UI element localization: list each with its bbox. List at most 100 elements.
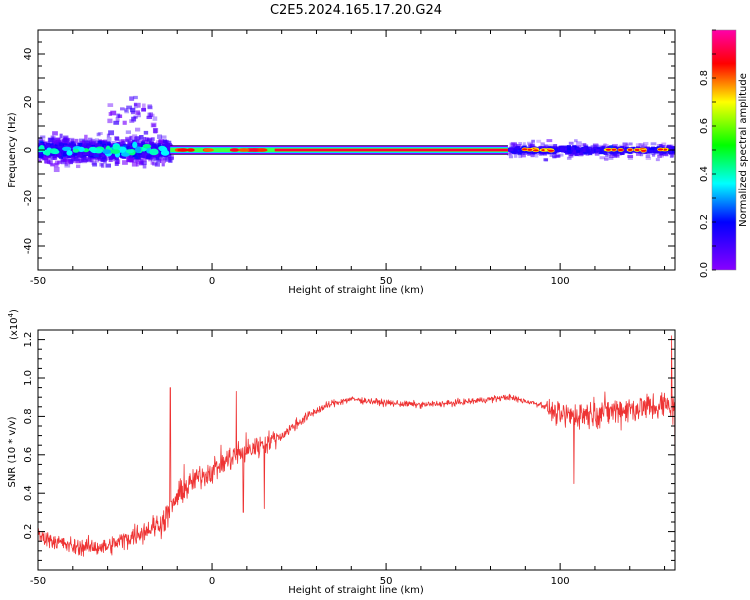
heatmap-cell <box>133 95 138 100</box>
heatmap-cell <box>151 143 156 148</box>
y-tick-label: -20 <box>23 190 34 206</box>
heatmap-cell <box>167 145 172 149</box>
heatmap-cell <box>572 150 577 154</box>
snr-y-label: SNR (10 * v/v) <box>7 416 18 487</box>
heatmap-cell <box>79 138 85 142</box>
heatmap-cell <box>604 157 609 161</box>
heatmap-cell <box>90 138 96 143</box>
heatmap-cell <box>150 141 155 146</box>
snr-multiplier-exp: 4 <box>7 312 15 317</box>
heatmap-cell <box>619 146 624 150</box>
heatmap-cell <box>569 153 576 157</box>
heatmap-cell <box>560 145 565 149</box>
heatmap-cell <box>86 158 92 163</box>
heatmap-cell <box>627 156 633 160</box>
tone-band-spot <box>229 148 240 152</box>
heatmap-cell <box>126 146 131 150</box>
heatmap-cell <box>57 160 62 164</box>
heatmap-cell <box>78 152 83 156</box>
heatmap-cell <box>631 146 636 150</box>
heatmap-blob <box>522 148 528 151</box>
heatmap-cell <box>594 152 600 156</box>
heatmap-cell <box>553 144 558 148</box>
heatmap-cell <box>112 155 117 159</box>
heatmap-cell <box>668 151 673 155</box>
colorbar-ticks: 0.0 0.2 0.4 0.6 0.8 <box>699 29 716 278</box>
heatmap-cell <box>543 158 549 162</box>
heatmap-cell <box>651 153 656 157</box>
heatmap-cell <box>606 151 612 155</box>
heatmap-x-label: Height of straight line (km) <box>288 285 424 296</box>
heatmap-blob <box>44 150 51 156</box>
heatmap-panel: -50 0 50 100 -40 -20 0 20 40 Height of straight … <box>7 29 676 296</box>
heatmap-cell <box>53 146 58 150</box>
heatmap-cell <box>672 150 675 154</box>
heatmap-cell <box>133 103 138 109</box>
heatmap-cell <box>68 137 75 142</box>
heatmap-blob <box>51 149 60 155</box>
colorbar-tick-label: 0.0 <box>699 262 710 278</box>
heatmap-cell <box>142 103 146 108</box>
heatmap-cell <box>116 113 121 118</box>
heatmap-blob <box>77 146 85 153</box>
heatmap-cell <box>53 167 60 173</box>
heatmap-cell <box>131 147 136 152</box>
heatmap-cell <box>96 132 101 137</box>
snr-series-line <box>38 335 675 557</box>
heatmap-cell <box>91 160 97 165</box>
heatmap-cell <box>168 156 174 161</box>
heatmap-cell <box>657 155 662 159</box>
heatmap-cell <box>125 130 132 134</box>
heatmap-cell <box>97 140 102 145</box>
snr-frame <box>37 329 676 571</box>
heatmap-blob <box>526 148 533 151</box>
heatmap-cell <box>537 150 542 154</box>
heatmap-cell <box>150 154 155 160</box>
heatmap-cell <box>662 152 666 156</box>
heatmap-cell <box>115 136 120 141</box>
heatmap-cell <box>161 163 165 167</box>
heatmap-cell <box>122 145 127 149</box>
heatmap-cell <box>135 139 140 145</box>
heatmap-cell <box>660 154 664 158</box>
heatmap-cell <box>609 155 614 159</box>
heatmap-cell <box>625 143 629 147</box>
heatmap-cell <box>133 115 138 119</box>
heatmap-cell <box>107 103 114 107</box>
heatmap-cell <box>635 152 641 156</box>
heatmap-cell <box>555 154 561 158</box>
heatmap-cell <box>101 155 106 160</box>
heatmap-cell <box>627 154 634 158</box>
heatmap-cell <box>143 137 147 142</box>
heatmap-cell <box>59 133 63 139</box>
heatmap-cell <box>510 141 517 145</box>
heatmap-cell <box>555 149 560 153</box>
heatmap-cell <box>527 144 533 148</box>
tone-band-spot <box>203 148 214 152</box>
heatmap-cell <box>603 144 609 148</box>
heatmap-cell <box>94 138 99 143</box>
heatmap-cell <box>58 154 63 158</box>
heatmap-cell <box>64 163 71 168</box>
heatmap-cell <box>57 144 62 148</box>
heatmap-cell <box>508 151 514 155</box>
heatmap-cell <box>554 147 559 151</box>
heatmap-cell <box>549 153 554 157</box>
heatmap-blob <box>640 149 647 152</box>
colorbar-tick-label: 0.2 <box>699 214 710 230</box>
heatmap-cell <box>95 158 100 163</box>
heatmap-cell <box>527 152 531 156</box>
heatmap-cell <box>590 144 597 148</box>
heatmap-blob <box>611 148 617 151</box>
heatmap-cell <box>583 143 587 147</box>
heatmap-cell <box>127 139 131 145</box>
heatmap-cell <box>89 152 94 156</box>
heatmap-cell <box>587 149 592 153</box>
heatmap-cell <box>146 138 152 142</box>
heatmap-cell <box>543 146 548 150</box>
heatmap-cell <box>137 102 141 108</box>
heatmap-cell <box>142 163 147 169</box>
heatmap-blob <box>110 149 121 154</box>
colorbar-tick-label: 0.6 <box>699 118 710 134</box>
x-tick-label: 50 <box>380 576 393 587</box>
